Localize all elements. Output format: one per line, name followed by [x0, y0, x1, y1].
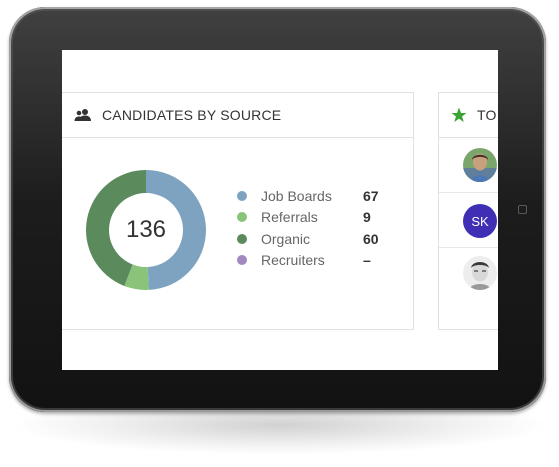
- legend-label: Job Boards: [261, 187, 332, 204]
- card-title: CANDIDATES BY SOURCE: [102, 107, 282, 123]
- legend-label: Recruiters: [261, 252, 325, 269]
- legend-label: Organic: [261, 230, 311, 247]
- card-header: CANDIDATES BY SOURCE: [62, 93, 413, 138]
- legend-dot: [237, 190, 247, 201]
- card-title: TO: [477, 107, 497, 123]
- screen: CANDIDATES BY SOURCE 136 Job Boards 67 R…: [62, 50, 498, 370]
- person-row[interactable]: SK: [439, 193, 498, 248]
- legend-value: –: [363, 252, 371, 269]
- legend: Job Boards 67 Referrals 9 Organic 60 Rec…: [237, 185, 397, 271]
- legend-value: 67: [363, 187, 379, 204]
- legend-dot: [237, 255, 247, 266]
- person-row[interactable]: [439, 248, 498, 303]
- legend-item-referrals[interactable]: Referrals 9: [237, 207, 397, 229]
- star-icon: [451, 107, 467, 123]
- donut-svg: [85, 170, 207, 290]
- card-header: TO: [439, 93, 498, 138]
- legend-value: 9: [363, 209, 371, 226]
- person-photo-2[interactable]: [463, 256, 497, 290]
- donut-slice-referrals[interactable]: [124, 264, 149, 290]
- legend-item-organic[interactable]: Organic 60: [237, 228, 397, 250]
- legend-dot: [237, 212, 247, 223]
- legend-item-job-boards[interactable]: Job Boards 67: [237, 185, 397, 207]
- legend-value: 60: [363, 230, 379, 247]
- donut-chart: 136: [85, 170, 207, 290]
- users-icon: [74, 108, 92, 122]
- donut-slice-job-boards[interactable]: [146, 170, 207, 290]
- person-photo-1[interactable]: [463, 148, 497, 182]
- total-count: 136: [125, 216, 167, 243]
- donut-slice-organic[interactable]: [85, 170, 146, 286]
- legend-item-recruiters[interactable]: Recruiters –: [237, 250, 397, 272]
- avatar-initials[interactable]: SK: [463, 204, 497, 238]
- person-row[interactable]: [439, 138, 498, 193]
- home-button-icon[interactable]: [518, 205, 527, 214]
- top-card: TO SK: [438, 92, 498, 330]
- legend-label: Referrals: [261, 209, 318, 226]
- candidates-by-source-card: CANDIDATES BY SOURCE 136 Job Boards 67 R…: [62, 92, 414, 330]
- legend-dot: [237, 233, 247, 244]
